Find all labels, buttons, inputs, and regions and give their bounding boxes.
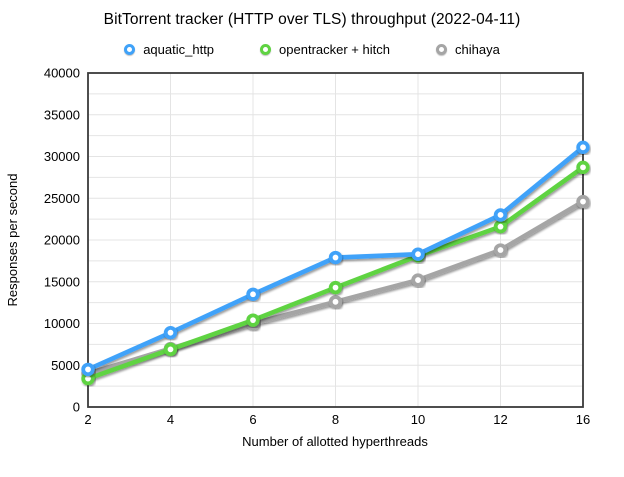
data-point-aquatic-http [246,287,260,301]
data-point-opentracker-hitch [328,280,343,295]
legend-item-aquatic-http: aquatic_http [124,42,214,57]
data-point-aquatic-http [328,250,343,265]
x-tick-label: 12 [493,412,507,427]
y-tick-label: 20000 [44,233,80,248]
legend-marker-chihaya-icon [435,44,447,55]
data-point-chihaya [576,194,590,209]
y-tick-label: 30000 [44,149,80,164]
x-tick-label: 2 [84,412,91,427]
y-tick-label: 25000 [44,191,80,206]
data-point-aquatic-http [81,362,95,377]
y-tick-label: 0 [73,400,80,415]
y-tick-label: 10000 [44,316,80,331]
frame-layer [87,72,584,408]
legend-marker-opentracker-hitch-icon [260,44,272,55]
x-tick-label: 4 [167,412,174,427]
legend-label-aquatic-http: aquatic_http [143,42,215,57]
legend-marker-aquatic-http-icon [124,44,136,55]
chart-title: BitTorrent tracker (HTTP over TLS) throu… [103,11,521,28]
y-tick-label: 40000 [44,66,80,81]
y-tick-label: 35000 [44,107,80,122]
legend-item-opentracker-hitch: opentracker + hitch [260,42,390,57]
data-point-opentracker-hitch [493,219,508,234]
data-point-opentracker-hitch [163,342,178,357]
x-axis-title: Number of allotted hyperthreads [242,434,428,449]
tick-layer: 0 5000 10000 15000 20000 25000 30000 35000 40000… [44,66,590,428]
grid-layer [88,73,583,407]
y-tick-label: 15000 [44,274,80,289]
legend-item-chihaya: chihaya [435,42,500,57]
data-point-aquatic-http [411,247,425,261]
data-point-chihaya [328,295,343,309]
legend-label-chihaya: chihaya [454,42,500,57]
legend: aquatic_http opentracker + hitch chihaya [0,42,624,57]
data-point-aquatic-http [576,140,590,155]
x-tick-label: 6 [249,412,256,427]
data-point-opentracker-hitch [576,160,590,175]
data-point-aquatic-http [163,325,178,340]
plot-frame [87,72,584,408]
x-tick-label: 10 [411,412,425,427]
series-layer [81,140,590,386]
data-point-chihaya [411,273,425,287]
x-tick-label: 16 [576,412,590,427]
data-point-chihaya [493,243,508,257]
y-tick-label: 5000 [51,358,80,373]
x-tick-label: 8 [332,412,339,427]
data-point-aquatic-http [493,208,508,222]
legend-label-opentracker-hitch: opentracker + hitch [279,42,390,57]
data-point-opentracker-hitch [246,313,260,327]
y-axis-title: Responses per second [5,174,20,307]
